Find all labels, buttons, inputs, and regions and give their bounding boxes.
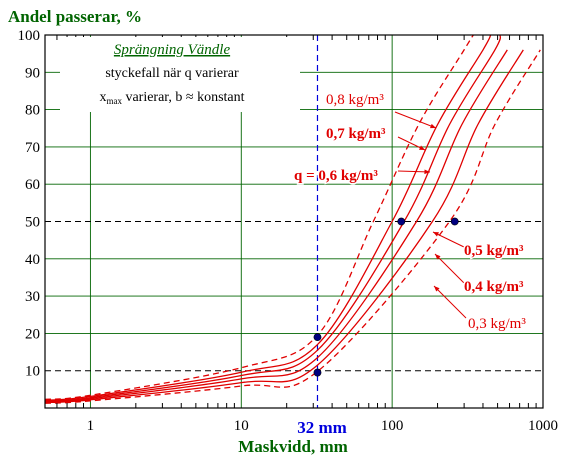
y-tick-label: 30 bbox=[25, 289, 40, 305]
y-tick-label: 40 bbox=[25, 252, 40, 268]
inset-line-2: xmax varierar, b ≈ konstant bbox=[99, 90, 244, 106]
y-tick-label: 100 bbox=[18, 28, 41, 44]
vertical-reference-label: 32 mm bbox=[297, 418, 347, 437]
annotation-label: 0,5 kg/m³ bbox=[464, 243, 524, 259]
data-marker bbox=[398, 218, 405, 225]
data-marker bbox=[314, 334, 321, 341]
x-tick-label: 1 bbox=[87, 418, 95, 434]
y-tick-label: 90 bbox=[25, 65, 40, 81]
annotation-label: 0,3 kg/m³ bbox=[468, 316, 526, 332]
y-tick-label: 20 bbox=[25, 326, 40, 342]
inset-line-2-main: x bbox=[99, 90, 106, 105]
y-tick-label: 60 bbox=[25, 177, 40, 193]
annotation-arrowhead bbox=[430, 124, 436, 128]
chart-title: Andel passerar, % bbox=[8, 7, 142, 26]
annotation-leader bbox=[395, 112, 436, 128]
annotation-label: 0,8 kg/m³ bbox=[326, 92, 384, 108]
marker-layer bbox=[314, 218, 458, 376]
y-tick-label: 80 bbox=[25, 103, 40, 119]
x-tick-label: 10 bbox=[234, 418, 249, 434]
x-axis-label: Maskvidd, mm bbox=[238, 437, 348, 456]
data-marker bbox=[451, 218, 458, 225]
inset-line-2-rest: varierar, b ≈ konstant bbox=[122, 90, 245, 105]
x-tick-label: 1000 bbox=[528, 418, 558, 434]
inset-text-box: Sprängning Vändle styckefall när q varie… bbox=[60, 37, 300, 112]
y-tick-label: 10 bbox=[25, 364, 40, 380]
y-tick-label: 50 bbox=[25, 215, 40, 231]
annotation-label: q = 0,6 kg/m³ bbox=[294, 168, 378, 184]
annotation-label: 0,4 kg/m³ bbox=[464, 279, 524, 295]
y-tick-label: 70 bbox=[25, 140, 40, 156]
inset-line-1: styckefall när q varierar bbox=[105, 66, 239, 81]
inset-heading: Sprängning Vändle bbox=[114, 42, 231, 58]
annotation-leader bbox=[434, 286, 466, 318]
annotation-label: 0,7 kg/m³ bbox=[326, 126, 386, 142]
x-tick-label: 100 bbox=[381, 418, 404, 434]
inset-line-2-sub: max bbox=[106, 96, 122, 106]
data-marker bbox=[314, 369, 321, 376]
